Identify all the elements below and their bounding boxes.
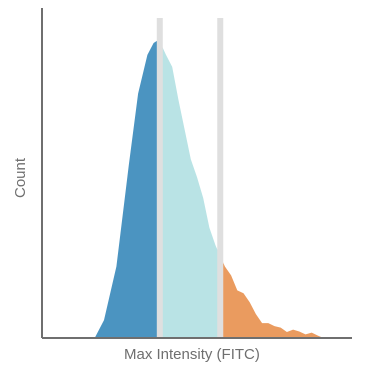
histogram-areas xyxy=(94,40,324,339)
axes xyxy=(41,8,352,339)
x-axis-label: Max Intensity (FITC) xyxy=(124,346,260,363)
gate-lines xyxy=(156,18,224,338)
y-axis-label: Count xyxy=(12,157,29,199)
histogram-region-1 xyxy=(94,40,160,338)
histogram-region-3 xyxy=(220,256,324,338)
histogram-region-2 xyxy=(159,41,221,339)
